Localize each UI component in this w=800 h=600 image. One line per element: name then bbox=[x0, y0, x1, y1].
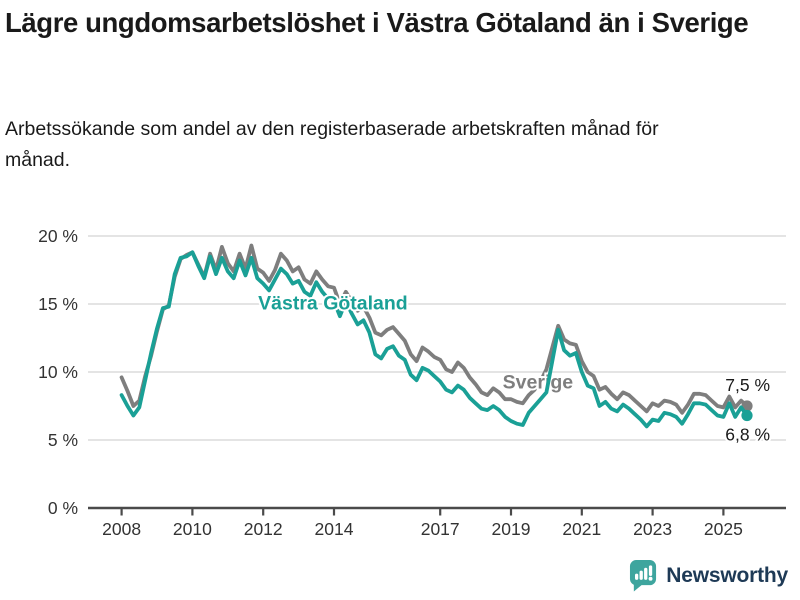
y-axis-tick-label: 15 % bbox=[38, 294, 78, 314]
newsworthy-logo-icon bbox=[629, 559, 658, 592]
newsworthy-brand-text: Newsworthy bbox=[666, 563, 788, 587]
y-axis-tick-label: 10 % bbox=[38, 362, 78, 382]
y-axis-tick-label: 5 % bbox=[48, 430, 78, 450]
x-axis-tick-label: 2014 bbox=[315, 519, 354, 539]
x-axis-tick-label: 2019 bbox=[492, 519, 531, 539]
x-axis-tick-label: 2010 bbox=[173, 519, 212, 539]
chart-subtitle: Arbetssökande som andel av den registerb… bbox=[5, 118, 659, 172]
y-axis-tick-label: 0 % bbox=[48, 498, 78, 518]
x-axis-tick-label: 2025 bbox=[704, 519, 743, 539]
y-axis-tick-label: 20 % bbox=[38, 226, 78, 246]
series-end-value-label: 7,5 % bbox=[725, 375, 770, 395]
x-axis-tick-label: 2023 bbox=[633, 519, 672, 539]
series-line-v-stra-g-taland bbox=[119, 250, 749, 429]
series-end-value-label: 6,8 % bbox=[725, 425, 770, 445]
x-axis-tick-label: 2021 bbox=[562, 519, 601, 539]
chart-title: Lägre ungdomsarbetslöshet i Västra Götal… bbox=[5, 7, 749, 38]
series-name-label-sverige: Sverige bbox=[503, 371, 574, 393]
x-axis-tick-label: 2012 bbox=[244, 519, 283, 539]
series-end-dot-v-stra-g-taland bbox=[741, 409, 753, 422]
x-axis-tick-label: 2017 bbox=[421, 519, 460, 539]
newsworthy-brand-link[interactable]: Newsworthy bbox=[629, 559, 788, 592]
x-axis-tick-label: 2008 bbox=[102, 519, 141, 539]
series-name-label-v-stra-g-taland: Västra Götaland bbox=[258, 292, 408, 314]
series-line-sverige bbox=[119, 243, 749, 415]
